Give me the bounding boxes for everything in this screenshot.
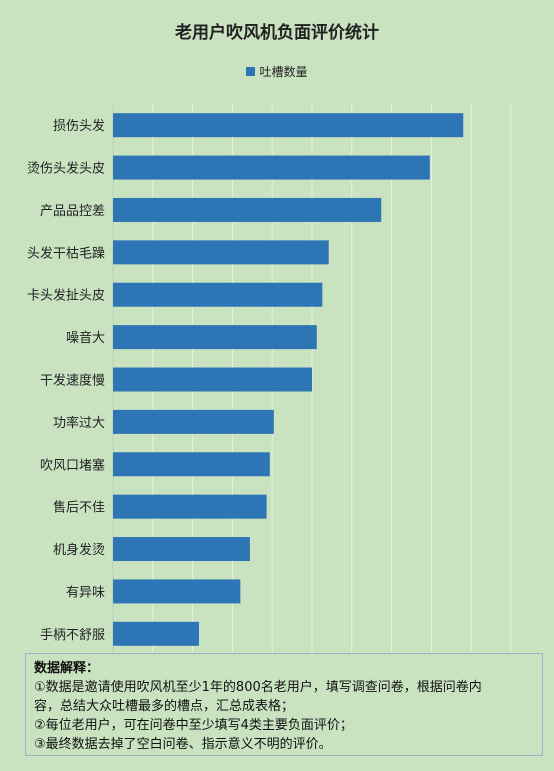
category-label: 头发干枯毛躁 [27, 245, 105, 261]
bar [113, 240, 329, 265]
category-label: 损伤头发 [53, 118, 105, 134]
data-notes: 数据解释： ①数据是邀请使用吹风机至少1年的800名老用户，填写调查问卷，根据问… [25, 653, 543, 756]
category-label: 噪音大 [66, 330, 105, 346]
category-label: 手柄不舒服 [40, 628, 105, 643]
bar [113, 621, 199, 646]
bar [113, 452, 270, 477]
bar [113, 537, 250, 562]
notes-line: ①数据是邀请使用吹风机至少1年的800名老用户，填写调查问卷，根据问卷内 [34, 680, 482, 695]
legend-label: 吐槽数量 [259, 65, 308, 79]
bar [113, 155, 430, 180]
bar [113, 113, 464, 138]
category-label: 卡头发扯头皮 [27, 288, 105, 304]
bar [113, 325, 317, 350]
category-label: 产品品控差 [40, 204, 105, 219]
category-label: 烫伤头发头皮 [27, 161, 105, 177]
category-label: 有异味 [66, 585, 105, 600]
legend: 吐槽数量 [0, 63, 554, 80]
chart-title: 老用户吹风机负面评价统计 [175, 23, 379, 43]
category-label: 售后不佳 [53, 500, 105, 516]
category-label: 干发速度慢 [40, 373, 105, 389]
bar [113, 409, 274, 434]
bar [113, 282, 323, 307]
bar [113, 367, 312, 392]
legend-swatch [246, 67, 256, 76]
notes-line: ②每位老用户，可在问卷中至少填写4类主要负面评价； [34, 718, 353, 733]
bar [113, 494, 267, 519]
notes-line: ③最终数据去掉了空白问卷、指示意义不明的评价。 [34, 737, 332, 752]
notes-title: 数据解释： [34, 661, 100, 676]
notes-line: 容，总结大众吐槽最多的槽点，汇总成表格； [34, 699, 295, 714]
category-label: 功率过大 [53, 415, 105, 431]
category-label: 吹风口堵塞 [40, 457, 105, 473]
bar [113, 197, 382, 222]
bar [113, 579, 241, 604]
category-label: 机身发烫 [53, 542, 105, 558]
